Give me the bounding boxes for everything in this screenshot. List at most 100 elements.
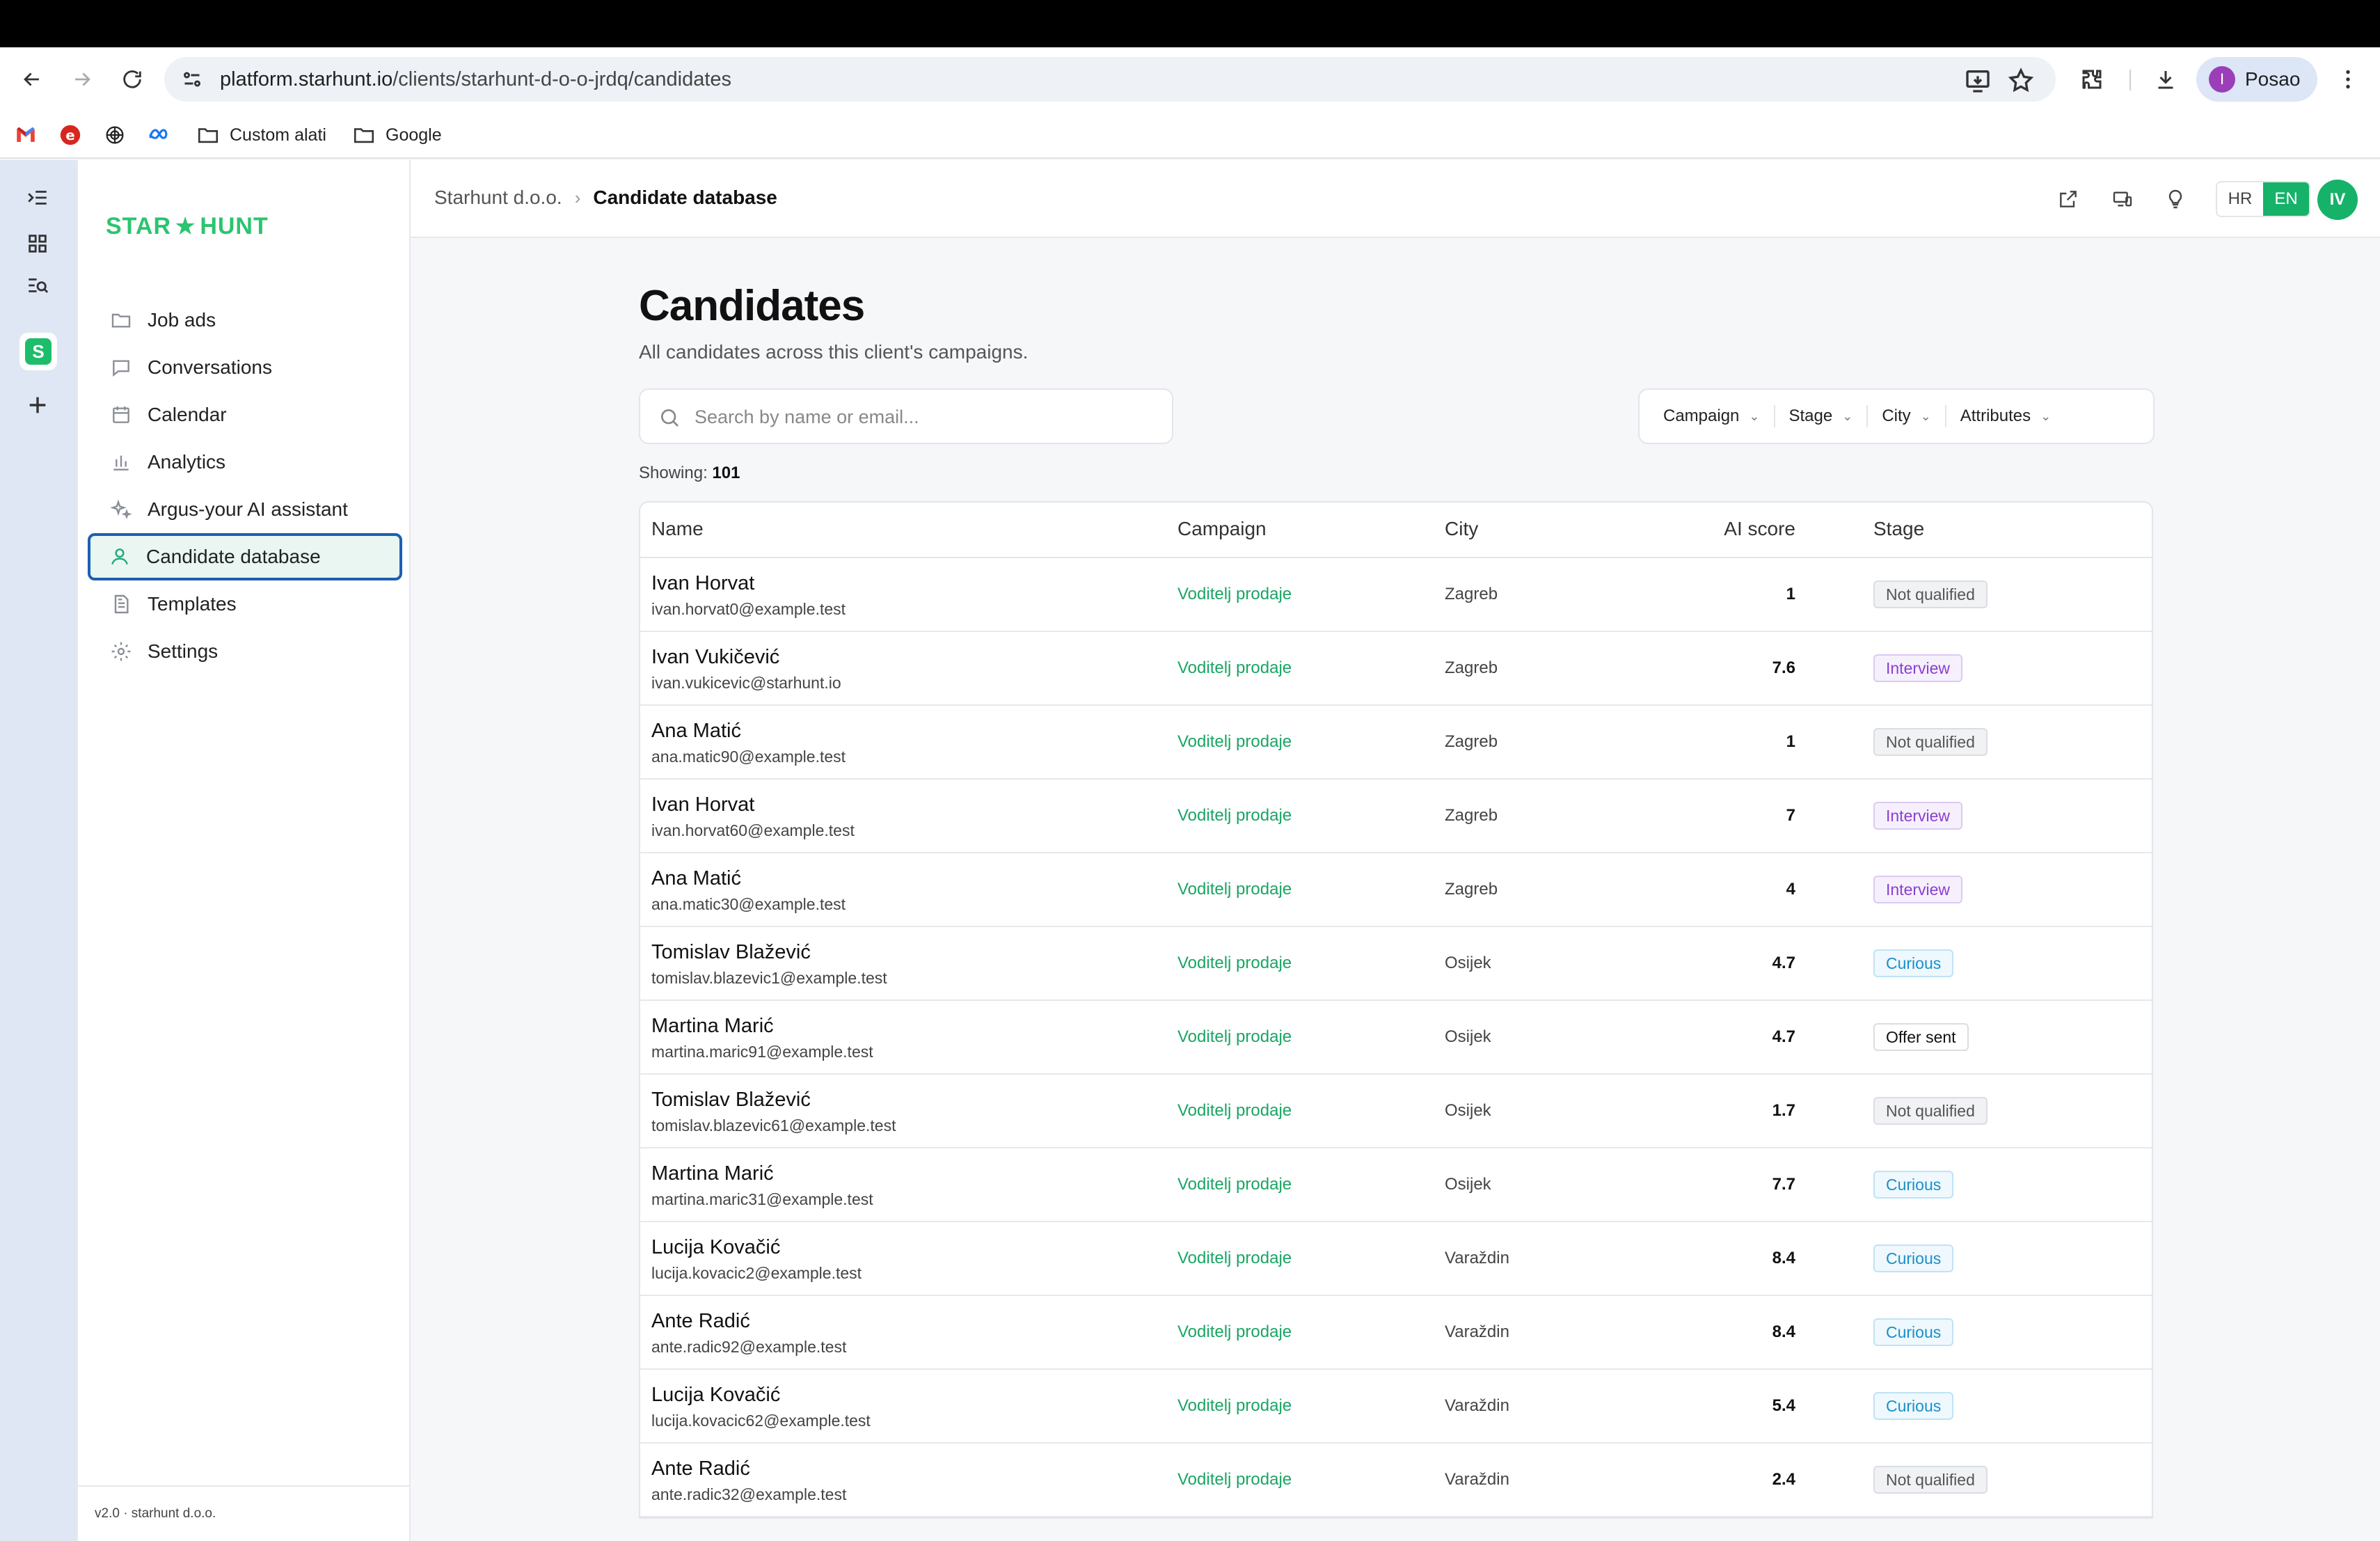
sidebar-item-candidate-database[interactable]: Candidate database [88, 533, 402, 580]
candidate-campaign-link[interactable]: Voditelj prodaje [1177, 1027, 1292, 1046]
meta-icon [149, 129, 168, 139]
url-text[interactable]: platform.starhunt.io/clients/starhunt-d-… [220, 68, 731, 91]
candidate-ai-score: 5.4 [1772, 1396, 1795, 1415]
collapse-sidebar-button[interactable] [17, 177, 58, 219]
sidebar-item-calendar[interactable]: Calendar [88, 391, 402, 438]
table-row[interactable]: Ivan Horvat ivan.horvat60@example.test Vod… [640, 780, 2152, 853]
forward-button[interactable] [65, 63, 99, 96]
candidate-name[interactable]: Tomislav Blažević [651, 941, 811, 963]
candidate-name[interactable]: Tomislav Blažević [651, 1089, 811, 1111]
candidate-campaign-link[interactable]: Voditelj prodaje [1177, 585, 1292, 603]
candidate-name[interactable]: Ivan Vukičević [651, 646, 780, 668]
workspace-s-button[interactable]: S [19, 333, 57, 370]
filter-campaign[interactable]: Campaign ⌄ [1649, 401, 1774, 432]
search-box[interactable] [639, 388, 1173, 444]
search-input[interactable] [695, 402, 1154, 432]
folder-icon [111, 313, 131, 328]
candidate-name[interactable]: Lucija Kovačić [651, 1236, 781, 1258]
table-row[interactable]: Ana Matić ana.matic30@example.test Voditel… [640, 853, 2152, 927]
sidebar-item-job-ads[interactable]: Job ads [88, 297, 402, 344]
user-avatar[interactable]: IV [2317, 180, 2358, 220]
starhunt-logo[interactable]: STAR ★ HUNT [106, 212, 269, 241]
tips-button[interactable] [2161, 185, 2189, 213]
candidate-campaign-link[interactable]: Voditelj prodaje [1177, 1175, 1292, 1194]
column-header-name[interactable]: Name [651, 518, 704, 539]
search-list-button[interactable] [17, 264, 58, 306]
sidebar-item-settings[interactable]: Settings [88, 628, 402, 675]
back-button[interactable] [15, 63, 49, 96]
candidate-name[interactable]: Martina Marić [651, 1162, 774, 1185]
candidate-name[interactable]: Ana Matić [651, 867, 741, 890]
downloads-button[interactable] [2150, 64, 2181, 95]
candidate-ai-score: 8.4 [1772, 1249, 1795, 1267]
candidate-campaign-link[interactable]: Voditelj prodaje [1177, 658, 1292, 677]
candidate-name[interactable]: Martina Marić [651, 1015, 774, 1037]
candidate-name[interactable]: Ante Radić [651, 1310, 750, 1332]
table-row[interactable]: Ivan Vukičević ivan.vukicevic@starhunt.io… [640, 632, 2152, 706]
sidebar-item-conversations[interactable]: Conversations [88, 344, 402, 391]
table-row[interactable]: Tomislav Blažević tomislav.blazevic61@exa… [640, 1075, 2152, 1148]
app-shell: S STAR ★ HUNT Job ads Conversations Calend… [0, 160, 2380, 1541]
app-header: Starhunt d.o.o. › Candidate database HR … [411, 160, 2380, 238]
table-row[interactable]: Ante Radić ante.radic32@example.test Vodit… [640, 1444, 2152, 1517]
sidebar-item-templates[interactable]: Templates [88, 580, 402, 628]
breadcrumb-client[interactable]: Starhunt d.o.o. [434, 187, 562, 208]
filter-label: Campaign [1663, 406, 1740, 425]
candidate-campaign-link[interactable]: Voditelj prodaje [1177, 1396, 1292, 1415]
table-row[interactable]: Lucija Kovačić lucija.kovacic2@example.te… [640, 1222, 2152, 1296]
bookmark-folder-custom-alati[interactable]: Custom alati [196, 121, 326, 149]
star-bookmark-icon[interactable] [2007, 67, 2035, 95]
bookmark-folder-google[interactable]: Google [352, 121, 442, 149]
column-header-campaign[interactable]: Campaign [1177, 518, 1267, 539]
sidebar-item-argus[interactable]: Argus-your AI assistant [88, 486, 402, 533]
table-row[interactable]: Ana Matić ana.matic90@example.test Voditel… [640, 706, 2152, 780]
lang-en-button[interactable]: EN [2263, 182, 2309, 216]
bookmark-openai[interactable] [103, 121, 127, 149]
table-row[interactable]: Ivan Horvat ivan.horvat0@example.test Vodi… [640, 558, 2152, 632]
candidate-campaign-link[interactable]: Voditelj prodaje [1177, 954, 1292, 972]
lang-hr-button[interactable]: HR [2228, 189, 2253, 208]
candidate-name[interactable]: Ivan Horvat [651, 572, 755, 594]
reload-button[interactable] [116, 63, 149, 96]
candidate-ai-score: 1.7 [1772, 1101, 1795, 1120]
folder-icon [354, 128, 374, 143]
table-row[interactable]: Lucija Kovačić lucija.kovacic62@example.t… [640, 1370, 2152, 1444]
candidate-name[interactable]: Ante Radić [651, 1457, 750, 1480]
bookmark-e[interactable]: e [58, 121, 82, 149]
column-header-ai-score[interactable]: AI score [1724, 518, 1795, 539]
browser-menu-button[interactable] [2333, 64, 2363, 95]
candidate-campaign-link[interactable]: Voditelj prodaje [1177, 1249, 1292, 1267]
candidate-name[interactable]: Lucija Kovačić [651, 1384, 781, 1406]
devices-button[interactable] [2109, 185, 2136, 213]
sidebar-item-analytics[interactable]: Analytics [88, 438, 402, 486]
candidate-campaign-link[interactable]: Voditelj prodaje [1177, 806, 1292, 825]
filter-attributes[interactable]: Attributes ⌄ [1946, 401, 2065, 432]
table-row[interactable]: Martina Marić martina.maric31@example.tes… [640, 1148, 2152, 1222]
site-info-icon[interactable] [180, 67, 205, 92]
open-external-button[interactable] [2054, 185, 2082, 213]
install-app-icon[interactable] [1964, 67, 1992, 95]
column-header-city[interactable]: City [1445, 518, 1479, 539]
candidate-campaign-link[interactable]: Voditelj prodaje [1177, 1470, 1292, 1489]
apps-grid-button[interactable] [17, 223, 58, 264]
table-row[interactable]: Tomislav Blažević tomislav.blazevic1@exam… [640, 927, 2152, 1001]
candidate-campaign-link[interactable]: Voditelj prodaje [1177, 732, 1292, 751]
profile-button[interactable]: I Posao [2196, 57, 2317, 102]
candidate-campaign-link[interactable]: Voditelj prodaje [1177, 1101, 1292, 1120]
column-header-stage[interactable]: Stage [1873, 518, 1925, 539]
table-row[interactable]: Martina Marić martina.maric91@example.tes… [640, 1001, 2152, 1075]
candidate-name[interactable]: Ivan Horvat [651, 793, 755, 816]
candidate-campaign-link[interactable]: Voditelj prodaje [1177, 1322, 1292, 1341]
address-bar[interactable]: platform.starhunt.io/clients/starhunt-d-… [164, 57, 2056, 102]
filter-stage[interactable]: Stage ⌄ [1775, 401, 1867, 432]
filter-city[interactable]: City ⌄ [1868, 401, 1944, 432]
candidate-name[interactable]: Ana Matić [651, 720, 741, 742]
sparkles-icon [110, 499, 132, 520]
bookmark-gmail[interactable] [14, 121, 38, 149]
table-row[interactable]: Ante Radić ante.radic92@example.test Vodit… [640, 1296, 2152, 1370]
add-workspace-button[interactable] [17, 384, 58, 426]
bookmark-meta[interactable] [148, 121, 171, 149]
candidate-campaign-link[interactable]: Voditelj prodaje [1177, 880, 1292, 899]
gear-icon [111, 642, 131, 661]
extensions-button[interactable] [2077, 64, 2107, 95]
